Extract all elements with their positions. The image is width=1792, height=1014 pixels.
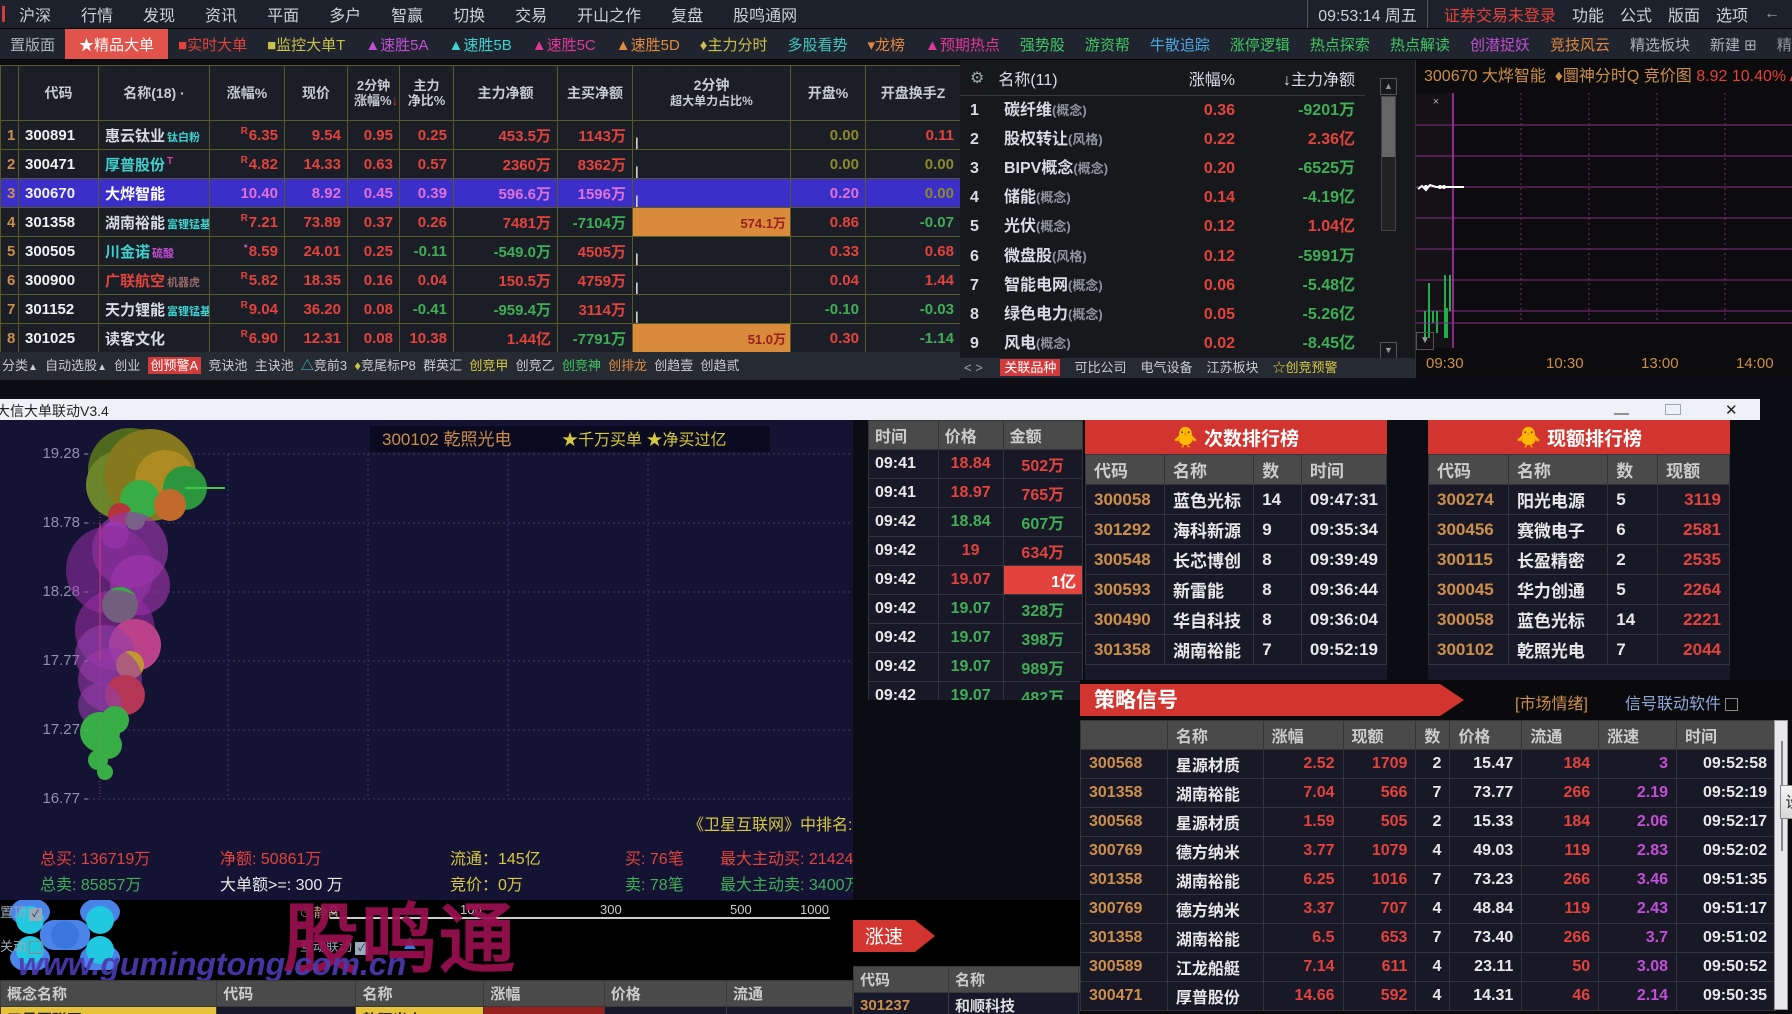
svg-text:流通：145亿: 流通：145亿 [450,850,541,868]
svg-text:17.77: 17.77 [42,652,80,669]
svg-text:19.28: 19.28 [42,445,80,462]
svg-text:净额: 50861万: 净额: 50861万 [220,850,321,868]
svg-text:★千万买单 ★净买过亿: ★千万买单 ★净买过亿 [562,431,726,449]
svg-text:最大主动买: 21424万: 最大主动买: 21424万 [720,850,853,868]
svg-text:总买: 136719万: 总买: 136719万 [40,850,150,868]
svg-text:300102 乾照光电: 300102 乾照光电 [382,430,511,449]
svg-text:总卖: 85857万: 总卖: 85857万 [40,876,141,894]
svg-text:×: × [1433,96,1439,108]
svg-text:17.27: 17.27 [42,721,80,738]
svg-text:卖: 78笔: 卖: 78笔 [625,876,684,894]
svg-text:买: 76笔: 买: 76笔 [625,850,684,868]
svg-text:策略信号: 策略信号 [1094,689,1178,712]
svg-text:最大主动卖: 3400万: 最大主动卖: 3400万 [720,876,853,894]
svg-text:18.78: 18.78 [42,514,80,531]
svg-text:竞价：0万: 竞价：0万 [450,876,523,894]
svg-text:涨速: 涨速 [865,926,903,948]
svg-text:《卫星互联网》中排名: 1: 《卫星互联网》中排名: 1 [688,816,853,834]
svg-text:16.77: 16.77 [42,790,80,807]
svg-text:大单额>=: 300 万: 大单额>=: 300 万 [220,876,343,894]
